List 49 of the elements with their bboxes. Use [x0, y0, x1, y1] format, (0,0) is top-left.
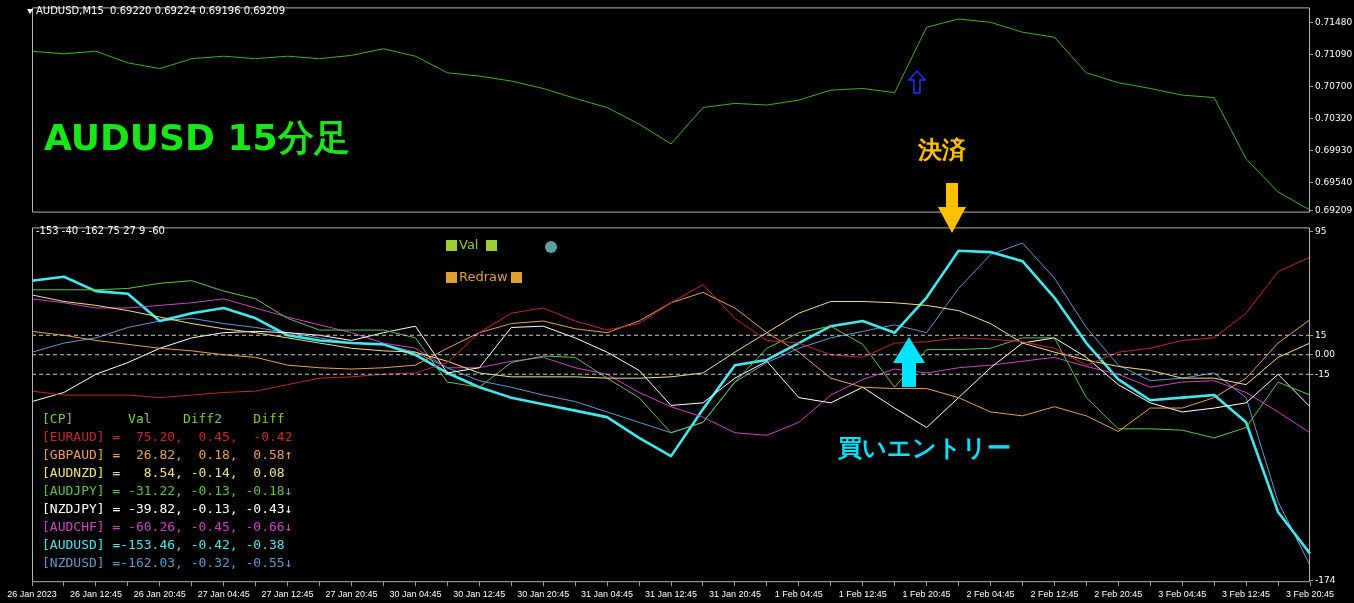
text: [AUDCHF] = -60.26, -0.45, -0.66↓	[42, 518, 293, 536]
x-tick-label: 31 Jan 20:45	[708, 589, 761, 600]
y-tick-label: 95	[1315, 225, 1327, 236]
y-tick-label: 0.69930	[1315, 144, 1353, 155]
y-tick-label: 0.71090	[1315, 48, 1353, 59]
text: [NZDUSD] =-162.03, -0.32, -0.55↓	[42, 554, 293, 572]
chart-title: AUDUSD,M15 0.69220 0.69224 0.69196 0.69209	[36, 5, 286, 16]
y-tick-label: 0.69540	[1315, 177, 1353, 188]
text: [AUDUSD] =-153.46, -0.42, -0.38	[42, 536, 286, 554]
annotation: 決済	[918, 136, 966, 164]
x-tick-label: 1 Feb 20:45	[902, 589, 951, 600]
x-tick-label: 26 Jan 20:45	[133, 589, 186, 600]
x-tick-label: 26 Jan 2023	[7, 589, 57, 600]
y-tick-label: -174	[1315, 575, 1336, 586]
y-tick-label: 0.00	[1315, 349, 1336, 360]
x-tick-label: 30 Jan 20:45	[517, 589, 570, 600]
y-tick-label: -15	[1315, 368, 1330, 379]
y-tick-label: 0.70700	[1315, 81, 1353, 92]
x-tick-label: 31 Jan 04:45	[581, 589, 634, 600]
x-tick-label: 1 Feb 12:45	[838, 589, 887, 600]
x-tick-label: 27 Jan 04:45	[197, 589, 250, 600]
x-tick-label: 3 Feb 12:45	[1222, 589, 1271, 600]
x-tick-label: 2 Feb 20:45	[1094, 589, 1143, 600]
annotation: AUDUSD 15分足	[44, 117, 350, 158]
text: [NZDJPY] = -39.82, -0.13, -0.43↓	[42, 500, 293, 518]
annotation: Val	[459, 237, 479, 252]
text: [AUDNZD] = 8.54, -0.14, 0.08	[42, 464, 286, 482]
x-tick-label: 26 Jan 12:45	[69, 589, 122, 600]
y-tick-label: 15	[1315, 329, 1327, 340]
y-tick-label: 0.71480	[1315, 16, 1353, 27]
y-tick-label: 0.69209	[1315, 204, 1353, 215]
legend-title: [CP] Val Diff2 Diff	[42, 410, 286, 428]
text: [EURAUD] = 75.20, 0.45, -0.42	[42, 428, 293, 446]
x-tick-label: 27 Jan 12:45	[261, 589, 314, 600]
x-tick-label: 27 Jan 20:45	[325, 589, 378, 600]
text: [GBPAUD] = 26.82, 0.18, 0.58↑	[42, 446, 293, 464]
x-tick-label: 3 Feb 20:45	[1285, 589, 1335, 600]
x-tick-label: 2 Feb 12:45	[1030, 589, 1079, 600]
x-tick-label: 3 Feb 04:45	[1158, 589, 1207, 600]
annotation: Redraw	[459, 269, 508, 284]
annotation: 買いエントリー	[838, 434, 1011, 462]
text: [AUDJPY] = -31.22, -0.13, -0.18↓	[42, 482, 293, 500]
y-tick-label: 0.70320	[1315, 112, 1353, 123]
x-tick-label: 1 Feb 04:45	[774, 589, 823, 600]
x-tick-label: 2 Feb 04:45	[966, 589, 1015, 600]
x-tick-label: 31 Jan 12:45	[644, 589, 698, 600]
x-tick-label: 30 Jan 12:45	[453, 589, 506, 600]
chart-title: -153 -40 -162 75 27 9 -60	[36, 225, 165, 236]
x-tick-label: 30 Jan 04:45	[389, 589, 442, 600]
